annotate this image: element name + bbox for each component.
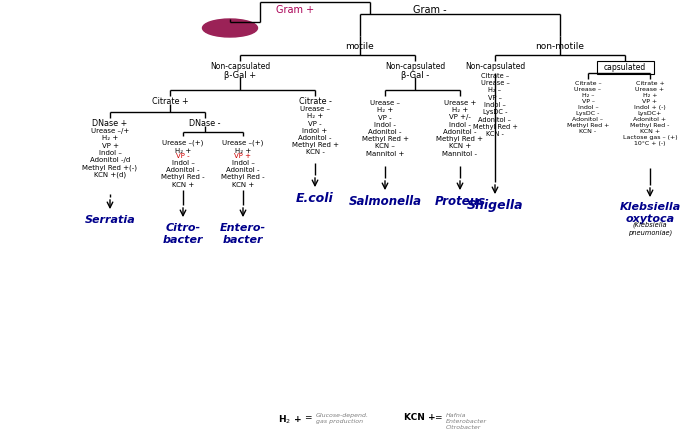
Text: Urease –
H₂ +
VP -
Indol +
Adonitol -
Methyl Red +
KCN -: Urease – H₂ + VP - Indol + Adonitol - Me… (291, 106, 339, 156)
Text: DNase +: DNase + (92, 119, 128, 128)
Text: (Klebsiella
pneumoniae): (Klebsiella pneumoniae) (628, 222, 672, 236)
Text: Citrate +
Urease +
H₂ +
VP +
Indol + (-)
LysDC+
Adonitol +
Methyl Red -
KCN +
La: Citrate + Urease + H₂ + VP + Indol + (-)… (622, 81, 678, 146)
Text: Citrate –
Urease –
H₂ –
VP –
Indol –
LysDC -
Adonitol –
Methyl Red +
KCN -: Citrate – Urease – H₂ – VP – Indol – Lys… (566, 81, 609, 134)
Text: Indol –
Adonitol -
Methyl Red -
KCN +: Indol – Adonitol - Methyl Red - KCN + (161, 160, 205, 188)
Text: Gram -: Gram - (413, 5, 447, 15)
Text: Hafnia
Enterobacter
Citrobacter: Hafnia Enterobacter Citrobacter (446, 413, 487, 430)
Text: Urease –(+)
H₂ +: Urease –(+) H₂ + (222, 140, 264, 154)
Text: Serratia: Serratia (85, 215, 135, 225)
Text: Indol –
Adonitol -
Methyl Red -
KCN +: Indol – Adonitol - Methyl Red - KCN + (221, 160, 265, 188)
Text: H$_2$ +: H$_2$ + (278, 413, 302, 426)
Text: Salmonella: Salmonella (348, 195, 422, 208)
Text: Urease –/+
H₂ +
VP +
Indol –
Adonitol -/d
Methyl Red +(-)
KCN +(d): Urease –/+ H₂ + VP + Indol – Adonitol -/… (83, 128, 137, 178)
Text: VP +: VP + (235, 153, 251, 159)
Text: E.coli: E.coli (296, 192, 334, 205)
Text: non-motile: non-motile (535, 42, 584, 51)
Text: Non-capsulated: Non-capsulated (385, 62, 445, 71)
Text: Non-capsulated: Non-capsulated (210, 62, 270, 71)
Text: VP -: VP - (176, 153, 190, 159)
Text: Urease +
H₂ +
VP +/-
Indol -
Adonitol -
Methyl Red +
KCN +
Mannitol -: Urease + H₂ + VP +/- Indol - Adonitol - … (437, 100, 484, 157)
Text: =: = (434, 413, 442, 422)
Text: Urease –(+)
H₂ +: Urease –(+) H₂ + (162, 140, 204, 154)
Text: Urease –
H₂ +
VP -
Indol -
Adonitol -
Methyl Red +
KCN –
Mannitol +: Urease – H₂ + VP - Indol - Adonitol - Me… (362, 100, 408, 157)
Text: β-Gal -: β-Gal - (401, 71, 429, 80)
FancyBboxPatch shape (596, 61, 653, 74)
Text: KCN +: KCN + (404, 413, 436, 422)
Text: Citro-
bacter: Citro- bacter (163, 223, 204, 245)
Text: Shigella: Shigella (466, 199, 523, 212)
Text: Proteus: Proteus (435, 195, 486, 208)
Text: Non-capsulated: Non-capsulated (465, 62, 525, 71)
Text: Citrate -: Citrate - (299, 97, 331, 106)
Text: Klebsiella
oxytoca: Klebsiella oxytoca (620, 202, 680, 224)
Text: Glucose-depend.
gas production: Glucose-depend. gas production (316, 413, 369, 424)
Ellipse shape (202, 19, 257, 37)
Text: DNase -: DNase - (189, 119, 221, 128)
Text: Citrate –
Urease –
H₂ –
VP –
Indol –
LysDC -
Adonitol –
Methyl Red +
KCN -: Citrate – Urease – H₂ – VP – Indol – Lys… (473, 73, 518, 137)
Text: =: = (304, 413, 312, 422)
Text: Gram +: Gram + (276, 5, 314, 15)
Text: motile: motile (346, 42, 375, 51)
Text: β-Gal +: β-Gal + (224, 71, 256, 80)
Text: capsulated: capsulated (604, 62, 646, 71)
Text: Entero-
bacter: Entero- bacter (220, 223, 266, 245)
Text: Citrate +: Citrate + (152, 97, 188, 106)
